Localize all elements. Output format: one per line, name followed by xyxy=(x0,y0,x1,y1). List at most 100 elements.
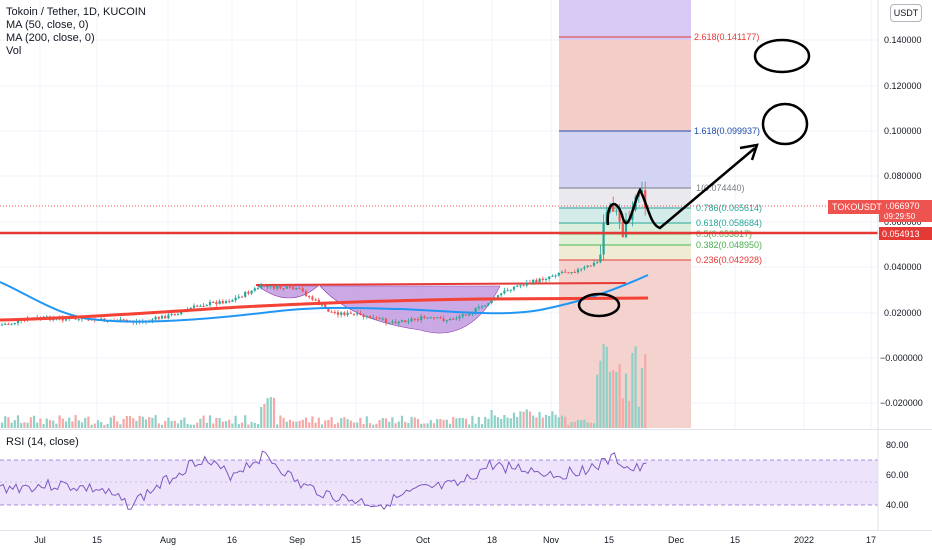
volume-bar xyxy=(52,420,55,428)
candle xyxy=(336,312,340,315)
volume-bar xyxy=(221,421,224,428)
candle xyxy=(352,313,356,315)
candle xyxy=(208,301,212,306)
volume-bar xyxy=(154,415,157,428)
volume-bar xyxy=(634,346,637,428)
ma200-line xyxy=(0,274,649,323)
rsi-legend[interactable]: RSI (14, close) xyxy=(6,436,79,448)
volume-bar xyxy=(612,370,615,428)
fib-label-1618: 1.618(0.099937) xyxy=(694,126,760,136)
volume-bar xyxy=(228,419,231,428)
volume-bar xyxy=(170,421,173,428)
volume-bar xyxy=(36,422,39,428)
volume-bar xyxy=(327,420,330,428)
candle xyxy=(394,321,397,324)
candle xyxy=(160,316,164,319)
volume-bar xyxy=(282,417,285,428)
volume-bar xyxy=(269,397,272,428)
candle xyxy=(503,290,506,294)
candle xyxy=(247,292,250,294)
candle xyxy=(420,316,423,320)
candle xyxy=(528,282,532,284)
volume-bar xyxy=(20,423,23,428)
candle xyxy=(10,323,13,325)
volume-bar xyxy=(474,423,477,428)
volume-bar xyxy=(404,421,407,428)
volume-bar xyxy=(119,424,122,428)
volume-bar xyxy=(564,416,567,428)
chart-legend: Tokoin / Tether, 1D, KUCOIN MA (50, clos… xyxy=(6,6,146,58)
symbol-title[interactable]: Tokoin / Tether, 1D, KUCOIN xyxy=(6,6,146,18)
svg-text:0.020000: 0.020000 xyxy=(884,308,922,318)
fib-extension-zones xyxy=(559,0,691,428)
ma50-legend[interactable]: MA (50, close, 0) xyxy=(6,19,89,31)
volume-bar xyxy=(96,420,100,428)
currency-button[interactable]: USDT xyxy=(890,4,922,22)
volume-bar xyxy=(308,422,311,428)
volume-bar xyxy=(583,419,586,428)
candle xyxy=(263,284,266,287)
candle xyxy=(151,319,154,321)
volume-bar xyxy=(295,421,298,428)
candle xyxy=(388,322,391,324)
volume-bar xyxy=(455,418,458,428)
time-axis[interactable]: Jul 15 Aug 16 Sep 15 Oct 18 Nov 15 Dec 1… xyxy=(0,530,932,550)
volume-bar xyxy=(528,411,532,428)
volume-bar xyxy=(7,417,10,428)
volume-bar xyxy=(551,411,554,428)
volume-bar xyxy=(112,415,116,428)
candle xyxy=(314,299,317,301)
candle xyxy=(602,222,605,255)
candle xyxy=(189,307,192,310)
volume-bar xyxy=(471,415,474,428)
rsi-axis[interactable]: 80.00 60.00 40.00 xyxy=(886,440,909,510)
candle xyxy=(311,296,314,300)
candle xyxy=(250,290,253,294)
volume-bar xyxy=(381,418,384,428)
volume-bar xyxy=(266,398,269,428)
svg-text:60.00: 60.00 xyxy=(886,470,909,480)
fib-label-0618: 0.618(0.058684) xyxy=(696,218,762,228)
volume-bar xyxy=(436,419,439,428)
volume-bar xyxy=(208,415,212,428)
volume-bar xyxy=(356,422,359,428)
volume-bar xyxy=(615,371,618,428)
volume-bar xyxy=(573,421,576,428)
volume-bar xyxy=(397,421,400,428)
volume-bar xyxy=(116,421,119,428)
ma200-legend[interactable]: MA (200, close, 0) xyxy=(6,32,95,44)
candle xyxy=(368,315,372,319)
volume-bar xyxy=(500,418,503,428)
fib-label-0786: 0.786(0.065614) xyxy=(696,203,762,213)
candle xyxy=(576,269,580,273)
volume-bar xyxy=(276,424,279,428)
candle xyxy=(397,321,400,324)
volume-bar xyxy=(292,421,295,428)
volume-bar xyxy=(42,424,45,428)
candle xyxy=(391,321,394,323)
rsi-pane[interactable]: 80.00 60.00 40.00 xyxy=(0,430,932,530)
volume-bar xyxy=(375,423,378,428)
candle xyxy=(362,314,365,318)
candle xyxy=(544,279,548,281)
candle xyxy=(445,320,448,322)
volume-bar xyxy=(538,411,541,428)
volume-legend[interactable]: Vol xyxy=(6,45,22,57)
candle xyxy=(61,317,64,321)
fib-label-0382: 0.382(0.048950) xyxy=(696,240,762,250)
candle xyxy=(490,298,493,304)
volume-bar xyxy=(576,420,580,428)
price-chart[interactable]: 2.618(0.141177) 1.618(0.099937) 1(0.0744… xyxy=(0,0,932,430)
candle xyxy=(596,262,599,264)
price-tag-value: 0.066970 xyxy=(882,201,920,211)
volume-bar xyxy=(480,424,484,428)
candle xyxy=(439,317,442,319)
candle xyxy=(400,320,404,322)
volume-bar xyxy=(256,424,260,428)
volume-bar xyxy=(468,424,471,428)
hand-drawn-annotations xyxy=(577,38,811,318)
volume-bar xyxy=(10,422,13,428)
candle xyxy=(461,314,464,317)
volume-bar xyxy=(186,423,189,428)
volume-bar xyxy=(637,406,640,428)
